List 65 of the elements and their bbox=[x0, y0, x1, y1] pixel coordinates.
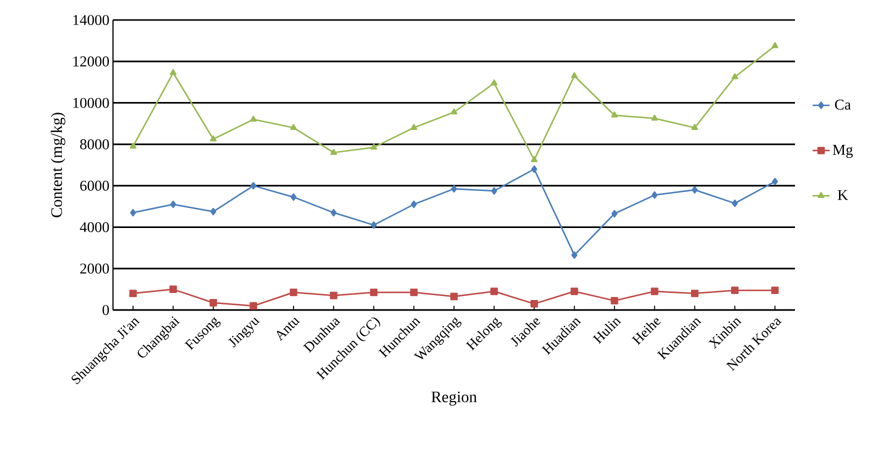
point bbox=[450, 108, 458, 114]
y-tick-label: 12000 bbox=[73, 56, 109, 66]
point bbox=[732, 200, 738, 208]
point bbox=[611, 112, 618, 118]
y-tick-label: 4000 bbox=[80, 222, 109, 232]
y-tick-label: 8000 bbox=[80, 139, 109, 150]
point bbox=[650, 288, 658, 296]
point bbox=[570, 288, 578, 296]
y-tick-label: 6000 bbox=[80, 180, 109, 191]
point bbox=[771, 286, 779, 294]
point bbox=[370, 288, 378, 296]
point bbox=[170, 69, 177, 76]
point bbox=[652, 191, 658, 199]
point bbox=[330, 208, 337, 216]
point bbox=[250, 116, 257, 122]
y-tick-label: 2000 bbox=[80, 264, 109, 274]
point bbox=[772, 178, 778, 186]
point bbox=[129, 290, 137, 298]
point bbox=[490, 79, 498, 86]
point bbox=[731, 286, 739, 294]
y-tick-label: 14000 bbox=[73, 14, 109, 26]
point bbox=[611, 210, 618, 218]
point bbox=[491, 187, 498, 195]
point bbox=[210, 135, 217, 142]
point bbox=[130, 142, 136, 149]
point bbox=[530, 156, 538, 162]
point bbox=[290, 193, 297, 201]
y-tick-label: 10000 bbox=[73, 98, 109, 108]
point bbox=[290, 124, 297, 130]
point bbox=[250, 302, 258, 310]
point bbox=[370, 144, 378, 150]
point bbox=[410, 288, 418, 296]
point bbox=[451, 185, 457, 193]
point bbox=[571, 72, 578, 78]
point bbox=[450, 292, 458, 300]
point bbox=[290, 288, 298, 296]
point bbox=[531, 165, 538, 173]
point bbox=[170, 200, 176, 208]
point bbox=[571, 251, 578, 259]
x-tick-label: Antu bbox=[276, 318, 300, 342]
point bbox=[692, 186, 698, 194]
legend-label: Mg bbox=[832, 144, 853, 158]
point bbox=[410, 124, 418, 130]
point bbox=[490, 288, 498, 296]
y-axis-title: Content (mg/kg) bbox=[50, 112, 66, 218]
point bbox=[250, 182, 256, 190]
point bbox=[210, 299, 218, 306]
point bbox=[610, 296, 618, 304]
y-tick-label: 0 bbox=[102, 304, 109, 316]
point bbox=[731, 73, 738, 80]
point bbox=[772, 42, 778, 48]
point bbox=[651, 114, 658, 121]
point bbox=[530, 300, 538, 308]
legend-label: Ca bbox=[835, 100, 851, 110]
point bbox=[210, 208, 216, 216]
point bbox=[370, 221, 377, 229]
point bbox=[169, 286, 177, 294]
point bbox=[330, 148, 337, 155]
point bbox=[330, 292, 338, 300]
legend-label: K bbox=[838, 190, 848, 200]
point bbox=[690, 290, 698, 298]
x-axis-title: Region bbox=[431, 392, 477, 406]
point bbox=[130, 208, 136, 216]
point bbox=[691, 124, 698, 130]
point bbox=[410, 200, 417, 208]
